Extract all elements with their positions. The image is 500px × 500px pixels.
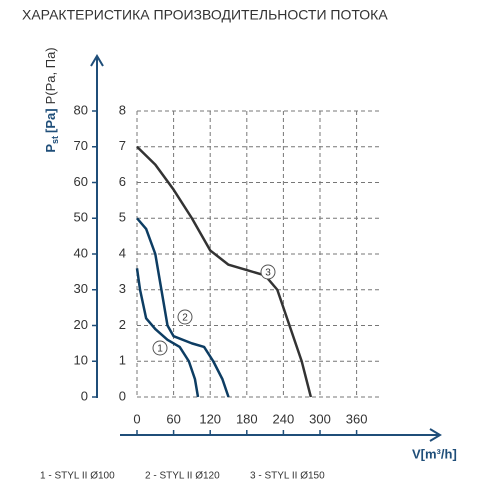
y2-tick-label: 20: [74, 317, 88, 332]
y2-tick-label: 30: [74, 281, 88, 296]
curve-label-circle: [152, 340, 168, 356]
curve-label-circle: [260, 264, 276, 280]
y-tick-label: 5: [119, 210, 126, 225]
legend-entry: 2 - STYL II Ø120: [145, 471, 220, 482]
y2-tick-label: 80: [74, 102, 88, 117]
y-axis: [90, 54, 104, 398]
chart-title: ХАРАКТЕРИСТИКА ПРОИЗВОДИТЕЛЬНОСТИ ПОТОКА: [22, 7, 388, 23]
y-label: P: [43, 144, 58, 153]
y2-tick-label: 70: [74, 138, 88, 153]
x-tick-label: 0: [133, 411, 140, 426]
x-axis: [120, 428, 442, 442]
curve-label-circle: [177, 309, 193, 325]
curve-label: 3: [265, 268, 271, 279]
y2-tick-label: 0: [81, 388, 88, 403]
y-label-sub: st: [50, 136, 60, 144]
curve-label: 2: [182, 313, 188, 324]
y-tick-label: 2: [119, 317, 126, 332]
y2-tick-label: 10: [74, 353, 88, 368]
legend-entry: 1 - STYL II Ø100: [40, 471, 115, 482]
y-tick-label: 0: [119, 388, 126, 403]
x-tick-label: 60: [166, 411, 180, 426]
y-tick-label: 7: [119, 138, 126, 153]
y-tick-label: 6: [119, 174, 126, 189]
y2-label: P(Pa, Па): [43, 47, 58, 104]
x-tick-label: 300: [309, 411, 331, 426]
y-tick-label: 1: [119, 353, 126, 368]
y-tick-label: 4: [119, 245, 126, 260]
x-axis-label: V[m³/h]: [412, 446, 457, 461]
curve: [136, 217, 230, 398]
x-tick-label: 180: [236, 411, 258, 426]
curve: [136, 145, 313, 398]
y-axis-label: Pst [Pa] P(Pa, Па): [43, 47, 60, 152]
y-label-unit: [Pa]: [43, 108, 58, 133]
x-tick-label: 240: [273, 411, 295, 426]
y-tick-label: 8: [119, 102, 126, 117]
legend-entry: 3 - STYL II Ø150: [250, 471, 325, 482]
y2-tick-label: 40: [74, 245, 88, 260]
x-tick-label: 360: [346, 411, 368, 426]
y-tick-label: 3: [119, 281, 126, 296]
y2-tick-label: 50: [74, 210, 88, 225]
curve-label: 1: [157, 344, 163, 355]
curve: [135, 268, 200, 398]
y2-tick-label: 60: [74, 174, 88, 189]
x-tick-label: 120: [199, 411, 221, 426]
